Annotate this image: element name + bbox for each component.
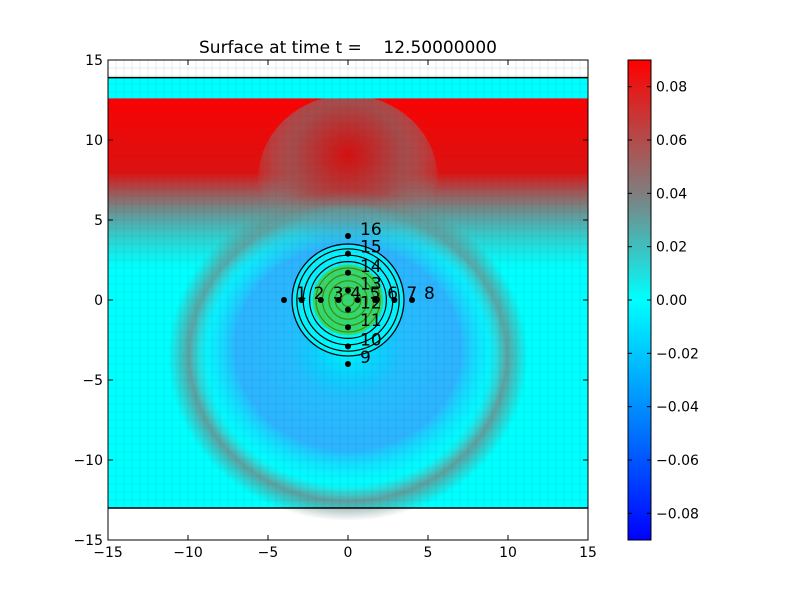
y-tick-label: 10 (85, 133, 103, 149)
x-axis: −15 −10 −5 0 5 10 15 (93, 60, 597, 561)
gauge-label-13: 13 (360, 274, 382, 294)
colorbar: −0.08 −0.06 −0.04 −0.02 0.00 0.02 0.04 0.06 0.08 (627, 59, 699, 541)
colorbar-ticks: −0.08 −0.06 −0.04 −0.02 0.00 0.02 0.04 0.06 0.08 (628, 80, 699, 522)
gauge-point-2 (298, 297, 305, 303)
gauge-label-11: 11 (360, 311, 382, 331)
cbar-tick-label: −0.06 (656, 453, 699, 469)
chart-title: Surface at time t = 12.50000000 (199, 38, 497, 58)
gauge-point-3 (317, 297, 324, 303)
gauge-point-10 (345, 343, 351, 350)
gauge-point-6 (372, 297, 379, 303)
y-tick-label: −5 (82, 373, 103, 389)
cbar-tick-label: −0.08 (656, 506, 699, 522)
gauge-label-14: 14 (360, 257, 382, 277)
contour-8 (291, 243, 405, 357)
gauge-point-4 (335, 297, 342, 303)
cbar-tick-label: 0.04 (656, 186, 687, 202)
gauge-label-6: 6 (387, 284, 398, 304)
contour-7 (296, 248, 400, 352)
contour-4 (315, 267, 381, 333)
gauge-point-5 (354, 297, 361, 303)
cbar-tick-label: −0.02 (656, 346, 699, 362)
gauge-label-5: 5 (370, 284, 381, 304)
gauge-label-4: 4 (350, 284, 361, 304)
x-tick-label: 10 (499, 545, 517, 561)
gauge-point-11 (345, 324, 351, 331)
gauge-label-12: 12 (360, 294, 382, 314)
cbar-tick-label: 0.06 (656, 133, 687, 149)
top-cyan-strip (108, 77, 588, 99)
gauge-label-15: 15 (360, 238, 382, 258)
contour-fill (312, 264, 384, 336)
contour-2 (328, 280, 368, 320)
mesh-grid (108, 60, 588, 509)
y-tick-label: 0 (94, 293, 103, 309)
gauge-point-16 (345, 233, 351, 239)
x-tick-label: −10 (173, 545, 203, 561)
gauge-label-1: 1 (296, 284, 307, 304)
cbar-tick-label: 0.00 (656, 293, 687, 309)
x-tick-label: −15 (93, 545, 123, 561)
gauge-point-9 (345, 361, 351, 367)
gauge-point-1 (281, 297, 287, 303)
gauge-label-8: 8 (424, 284, 435, 304)
gauge-point-8 (409, 297, 415, 303)
gauge-label-3: 3 (333, 284, 344, 304)
y-tick-label: 5 (94, 213, 103, 229)
y-tick-label: −15 (73, 533, 103, 549)
gauge-point-13 (345, 287, 351, 294)
gauge-point-15 (345, 250, 351, 257)
y-tick-label: 15 (85, 53, 103, 69)
gauge-label-2: 2 (314, 284, 325, 304)
x-tick-label: 0 (344, 545, 353, 561)
gauge-point-14 (345, 269, 351, 276)
x-tick-label: 5 (424, 545, 433, 561)
contour-1 (334, 286, 362, 314)
gauge-label-7: 7 (406, 284, 417, 304)
y-tick-label: −10 (73, 453, 103, 469)
gauge-label-16: 16 (360, 220, 382, 240)
gauge-label-9: 9 (360, 348, 371, 368)
gauge-point-7 (391, 297, 398, 303)
x-tick-label: 15 (579, 545, 597, 561)
gauge-label-10: 10 (360, 330, 382, 350)
contour-0 (341, 293, 356, 308)
cbar-tick-label: −0.04 (656, 400, 699, 416)
x-tick-label: −5 (258, 545, 279, 561)
cbar-tick-label: 0.08 (656, 80, 687, 96)
cbar-tick-label: 0.02 (656, 240, 687, 256)
contour-5 (309, 261, 388, 340)
gauge-point-12 (345, 306, 351, 313)
